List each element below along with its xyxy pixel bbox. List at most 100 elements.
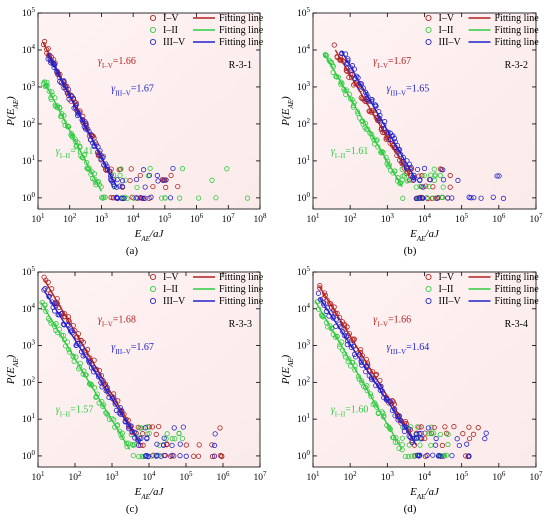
data-point-III–V <box>153 453 159 459</box>
y-tick-label: 103 <box>22 80 36 93</box>
data-point-III–V <box>56 311 62 318</box>
y-tick-label: 101 <box>22 154 36 167</box>
data-point-III–V <box>155 178 161 184</box>
fitting-line-I–V <box>334 49 411 176</box>
data-point-III–V <box>54 68 60 74</box>
data-point-I–V <box>183 442 189 448</box>
x-tick-label: 107 <box>530 212 544 225</box>
data-point-I–II <box>224 166 230 172</box>
x-tick-label: 106 <box>492 212 506 225</box>
data-point-III–V <box>420 184 426 190</box>
x-axis-label: EAE/aJ <box>134 228 165 243</box>
data-point-I–II <box>445 441 451 448</box>
chart-panel-d: 101 102 103 104 105 106 107 100 101 102 103 104 105 E… <box>280 265 543 515</box>
x-tick-label: 106 <box>190 212 204 225</box>
data-point-I–II <box>54 105 61 111</box>
y-tick-label: 101 <box>297 154 311 167</box>
data-point-I–II <box>387 426 394 432</box>
data-point-III–V <box>133 176 140 183</box>
data-point-III–V <box>364 92 370 98</box>
data-point-III–V <box>416 431 422 437</box>
data-point-I–II <box>443 452 450 458</box>
data-point-I–II <box>441 452 448 458</box>
data-point-III–V <box>417 452 423 458</box>
data-point-I–V <box>466 436 473 442</box>
legend-label-I–II: I–II <box>163 284 178 295</box>
legend-label-III–V: III–V <box>439 296 462 307</box>
data-point-I–II <box>399 435 405 441</box>
data-point-I–II <box>179 166 186 172</box>
data-point-I–II <box>386 425 393 431</box>
plot-content <box>40 38 251 202</box>
data-point-I–V <box>470 431 477 437</box>
data-point-I–II <box>404 178 410 184</box>
data-point-III–V <box>112 401 118 407</box>
data-point-III–V <box>87 360 93 366</box>
x-axis-label: EAE/aJ <box>409 228 440 243</box>
data-point-III–V <box>161 435 167 441</box>
y-axis-label: P(EAE) <box>5 354 20 385</box>
data-point-III–V <box>471 195 477 201</box>
data-point-I–V <box>322 292 328 298</box>
data-point-III–V <box>413 195 419 202</box>
data-point-I–V <box>41 38 48 45</box>
legend-label-I–V: I–V <box>439 272 455 283</box>
data-point-III–V <box>454 436 460 442</box>
y-tick-label: 105 <box>22 265 36 278</box>
data-point-I–II <box>402 453 409 460</box>
data-point-III–V <box>142 184 148 190</box>
data-point-III–V <box>339 50 345 56</box>
data-point-III–V <box>490 194 496 200</box>
data-point-III–V <box>468 195 474 201</box>
x-tick-label: 106 <box>492 470 506 483</box>
data-point-III–V <box>169 452 175 458</box>
data-point-I–II <box>177 195 183 201</box>
data-point-I–II <box>162 195 168 201</box>
legend-marker-I–V <box>425 273 432 281</box>
y-axis-label: P(EAE) <box>280 354 295 385</box>
gamma-annotation-I–V: γI–V=1.66 <box>373 315 411 329</box>
data-point-I–II <box>368 131 374 137</box>
legend-marker-I–V <box>149 273 157 281</box>
data-point-I–II <box>130 452 136 459</box>
data-point-III–V <box>114 177 120 183</box>
fitting-line-III–V <box>46 53 118 188</box>
data-point-I–II <box>176 431 182 437</box>
x-axis-label: EAE/aJ <box>409 486 440 501</box>
fitting-line-I–II <box>42 80 103 192</box>
data-point-I–II <box>328 326 335 332</box>
y-tick-label: 102 <box>297 375 311 388</box>
data-point-III–V <box>430 452 436 458</box>
data-point-III–V <box>142 453 149 459</box>
specimen-label: R-3-1 <box>229 60 252 71</box>
gamma-annotation-III–V: γIII–V=1.64 <box>387 342 430 356</box>
data-point-I–II <box>417 183 423 190</box>
data-point-I–II <box>416 436 422 442</box>
data-point-III–V <box>183 453 189 459</box>
data-point-I–V <box>422 435 428 442</box>
data-point-I–II <box>359 378 365 384</box>
data-point-I–V <box>475 425 481 431</box>
data-point-I–V <box>365 362 371 368</box>
data-point-III–V <box>400 154 407 161</box>
data-point-I–V <box>466 424 472 430</box>
x-tick-label: 105 <box>455 212 469 225</box>
data-point-III–V <box>170 165 176 172</box>
data-point-I–II <box>421 173 427 179</box>
x-tick-label: 104 <box>127 212 141 225</box>
data-point-I–II <box>123 440 129 447</box>
data-point-I–II <box>169 436 175 442</box>
x-tick-label: 102 <box>344 470 358 483</box>
data-point-III–V <box>167 195 174 201</box>
data-point-III–V <box>449 195 455 201</box>
data-point-III–V <box>445 195 451 201</box>
data-point-I–V <box>331 42 337 48</box>
data-point-I–II <box>445 431 451 437</box>
specimen-label: R-3-4 <box>505 319 528 330</box>
x-tick-label: 103 <box>106 470 120 483</box>
data-point-I–V <box>138 442 144 448</box>
data-point-I–II <box>394 439 401 445</box>
legend-fit-label: Fitting line <box>219 13 264 24</box>
x-tick-label: 103 <box>381 470 395 483</box>
data-point-I–II <box>339 80 345 86</box>
